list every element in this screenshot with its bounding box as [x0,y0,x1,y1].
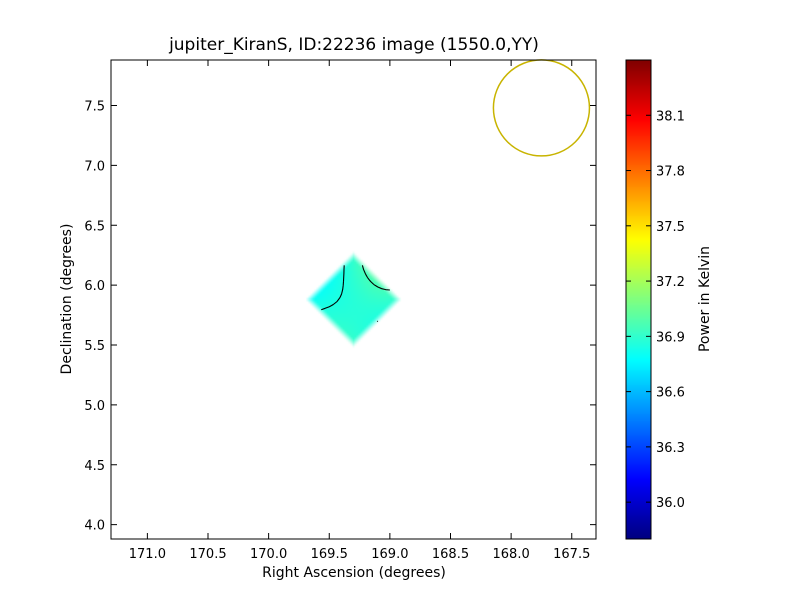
y-tick-label: 4.0 [84,519,105,534]
colorbar-tick-label: 36.6 [656,386,685,401]
x-tick-label: 170.5 [189,547,226,562]
y-tick-label: 7.0 [84,159,105,174]
colorbar-tick-label: 36.0 [656,496,685,511]
colorbar-tick-label: 38.1 [656,109,685,124]
x-tick-label: 171.0 [129,547,166,562]
colorbar-tick-label: 37.5 [656,220,685,235]
colorbar-tick-label: 37.8 [656,165,685,180]
y-tick-label: 4.5 [84,459,105,474]
x-tick-label: 167.5 [553,547,590,562]
colorbar-label: Power in Kelvin [697,246,713,352]
x-tick-label: 168.0 [493,547,530,562]
y-axis-label: Declination (degrees) [59,224,75,375]
x-tick-label: 168.5 [432,547,469,562]
chart-title: jupiter_KiranS, ID:22236 image (1550.0,Y… [168,35,539,55]
contour-level-9 [361,265,390,291]
colorbar-gradient [626,60,651,539]
x-tick-label: 169.5 [311,547,348,562]
power-map-image [111,60,596,539]
x-axis: 171.0 170.5 170.0 169.5 169.0 168.5 168.0 167.5 [129,60,590,562]
colorbar-tick-label: 36.3 [656,441,685,456]
colorbar-frame [625,59,652,540]
plot-frame [110,59,597,540]
colorbar-axis: 36.0 36.3 36.6 36.9 37.2 37.5 37.8 38.1 [626,109,685,511]
colorbar-tick-label: 36.9 [656,330,685,345]
y-axis: 4.0 4.5 5.0 5.5 6.0 6.5 7.0 7.5 [84,100,596,534]
y-tick-label: 6.0 [84,279,105,294]
contour-lines [321,265,390,323]
contour-level-8 [321,265,379,323]
y-tick-label: 6.5 [84,219,105,234]
y-tick-label: 7.5 [84,100,105,115]
colorbar-tick-label: 37.2 [656,275,685,290]
x-tick-label: 170.0 [250,547,287,562]
x-tick-label: 169.0 [371,547,408,562]
y-tick-label: 5.5 [84,339,105,354]
x-axis-label: Right Ascension (degrees) [262,565,446,581]
y-tick-label: 5.0 [84,399,105,414]
